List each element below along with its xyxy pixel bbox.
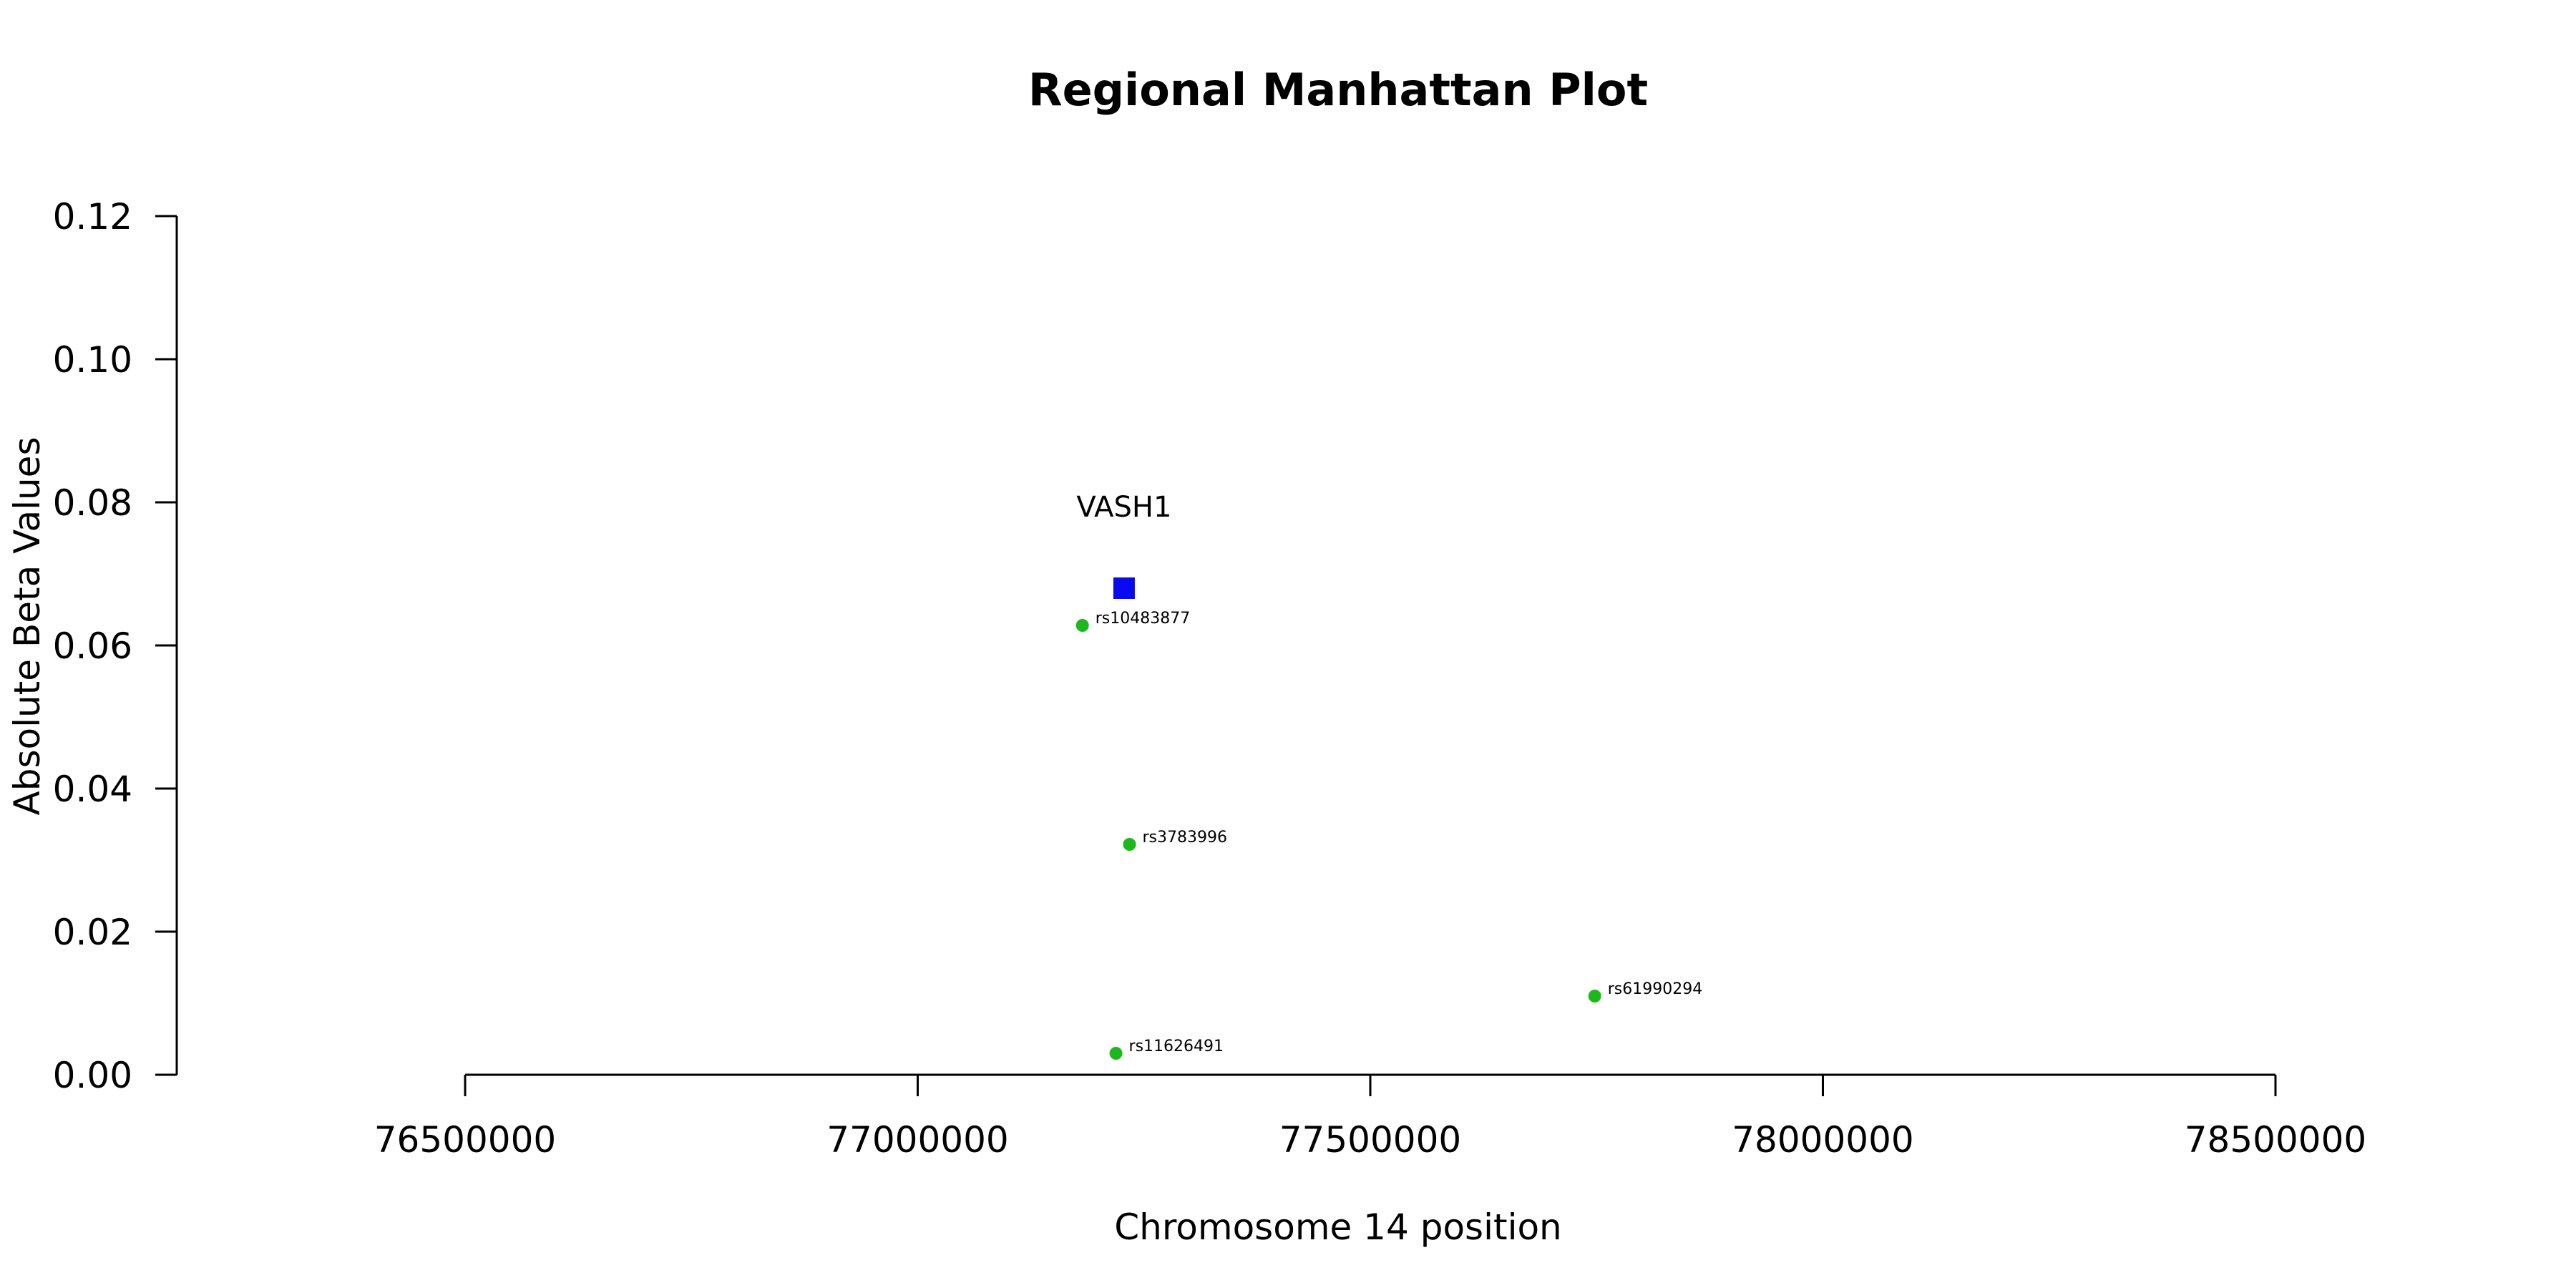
- y-tick-label: 0.04: [53, 769, 132, 810]
- snp-label: rs3783996: [1143, 829, 1228, 847]
- snp-label: rs11626491: [1129, 1038, 1224, 1055]
- y-tick-label: 0.00: [53, 1055, 132, 1096]
- y-tick-label: 0.10: [53, 339, 132, 381]
- y-tick-label: 0.12: [53, 196, 132, 238]
- x-tick-label: 78000000: [1732, 1119, 1914, 1161]
- plot-marks: VASH1 rs10483877 rs3783996 rs61990294 rs1162…: [1075, 491, 1702, 1060]
- y-tick-label: 0.06: [53, 625, 132, 667]
- y-tick-label: 0.08: [53, 482, 132, 524]
- x-axis: 76500000 77000000 77500000 78000000 78500000: [374, 1073, 2367, 1161]
- y-tick-label: 0.02: [53, 912, 132, 953]
- y-axis: 0.00 0.02 0.04 0.06 0.08 0.10 0.12: [53, 196, 178, 1096]
- snp-label: rs61990294: [1608, 980, 1702, 998]
- gene-marker: [1113, 577, 1135, 599]
- snp-point: [1075, 619, 1089, 632]
- gene-label: VASH1: [1076, 491, 1171, 524]
- snp-point: [1109, 1047, 1123, 1060]
- snp-point: [1588, 990, 1601, 1002]
- x-tick-label: 77000000: [826, 1119, 1009, 1161]
- x-tick-label: 78500000: [2185, 1119, 2367, 1161]
- chart-title: Regional Manhattan Plot: [1028, 64, 1648, 116]
- snp-point: [1123, 838, 1136, 851]
- snp-label: rs10483877: [1096, 610, 1190, 628]
- x-axis-title: Chromosome 14 position: [1114, 1206, 1562, 1248]
- x-tick-label: 76500000: [374, 1119, 557, 1161]
- y-axis-title: Absolute Beta Values: [6, 437, 48, 816]
- x-tick-label: 77500000: [1279, 1119, 1462, 1161]
